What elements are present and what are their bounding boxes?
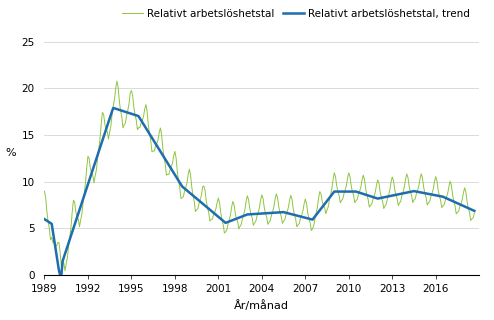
Legend: Relativt arbetslöshetstal, Relativt arbetslöshetstal, trend: Relativt arbetslöshetstal, Relativt arbe… bbox=[118, 5, 474, 23]
Relativt arbetslöshetstal, trend bbox=[57, 273, 63, 277]
Relativt arbetslöshetstal, trend bbox=[212, 212, 218, 216]
Relativt arbetslöshetstal, trend bbox=[159, 151, 165, 155]
Line: Relativt arbetslöshetstal: Relativt arbetslöshetstal bbox=[44, 81, 474, 271]
Y-axis label: %: % bbox=[5, 148, 16, 158]
Relativt arbetslöshetstal, trend bbox=[276, 211, 282, 214]
Relativt arbetslöshetstal, trend bbox=[142, 124, 148, 128]
Relativt arbetslöshetstal bbox=[471, 211, 477, 215]
Relativt arbetslöshetstal, trend bbox=[41, 217, 47, 221]
Relativt arbetslöshetstal, trend bbox=[82, 190, 88, 194]
Relativt arbetslöshetstal bbox=[159, 133, 165, 137]
Relativt arbetslöshetstal, trend bbox=[110, 106, 116, 110]
Relativt arbetslöshetstal bbox=[142, 107, 148, 111]
Relativt arbetslöshetstal bbox=[41, 189, 47, 193]
Relativt arbetslöshetstal bbox=[194, 208, 200, 212]
Relativt arbetslöshetstal bbox=[62, 269, 68, 273]
Relativt arbetslöshetstal, trend bbox=[194, 197, 200, 201]
Relativt arbetslöshetstal bbox=[114, 79, 120, 83]
Relativt arbetslöshetstal bbox=[82, 181, 88, 185]
Line: Relativt arbetslöshetstal, trend: Relativt arbetslöshetstal, trend bbox=[44, 108, 474, 275]
Relativt arbetslöshetstal, trend bbox=[471, 209, 477, 213]
X-axis label: År/månad: År/månad bbox=[234, 300, 289, 311]
Relativt arbetslöshetstal bbox=[276, 204, 282, 208]
Relativt arbetslöshetstal bbox=[212, 210, 218, 214]
